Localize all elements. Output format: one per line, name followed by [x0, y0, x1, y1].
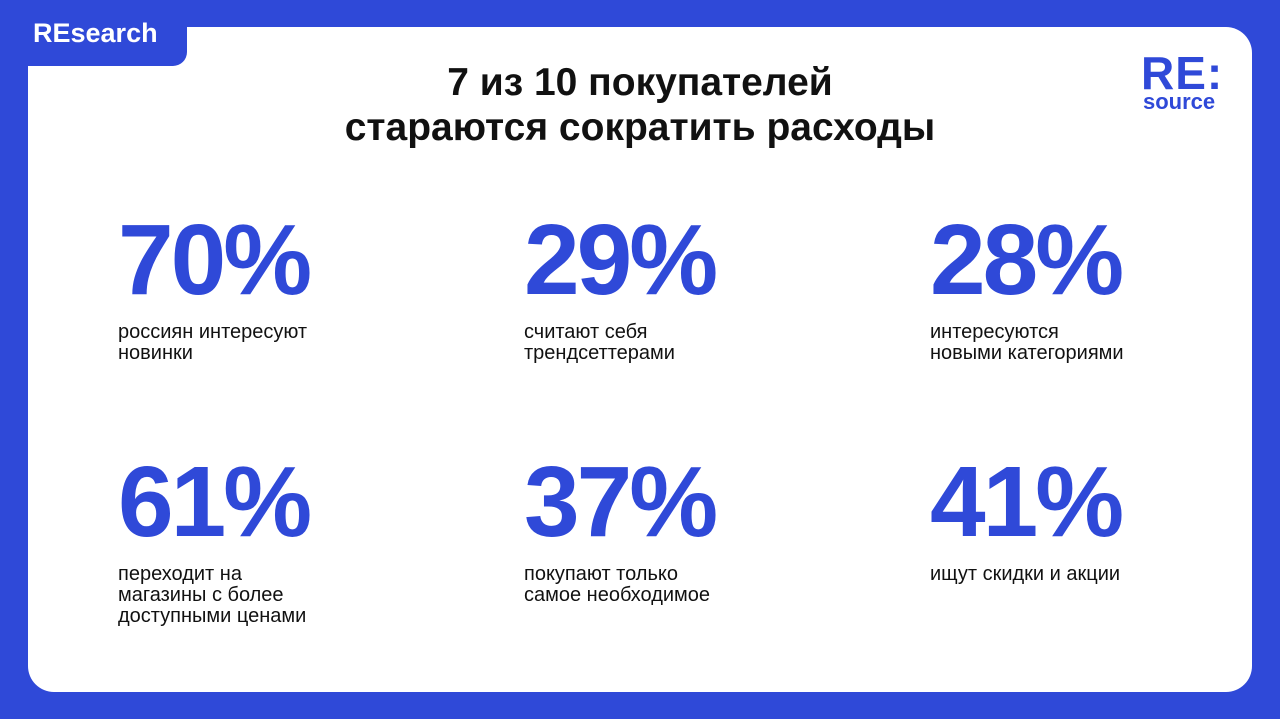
stat-label-line: доступными ценами — [118, 605, 307, 627]
stat: 70% россиян интересуют новинки — [118, 210, 498, 364]
stat-label: ищут скидки и акции — [930, 564, 1280, 585]
stat-value: 37% — [524, 446, 718, 558]
stat-label: интересуются новыми категориями — [930, 322, 1280, 364]
stat-label-line: новинки — [118, 342, 193, 364]
stat: 41% ищут скидки и акции — [930, 452, 1280, 585]
stat: 29% считают себя трендсеттерами — [524, 210, 904, 364]
stat: 37% покупают только самое необходимое — [524, 452, 904, 606]
stat-label: переходит на магазины с более доступными ц… — [118, 564, 498, 627]
stat-label-line: интересуются — [930, 321, 1059, 343]
stat-value: 29% — [524, 204, 718, 316]
stat-label-line: считают себя — [524, 321, 648, 343]
stat-label-line: россиян интересуют — [118, 321, 308, 343]
stat-value: 70% — [118, 204, 312, 316]
stat-label: считают себя трендсеттерами — [524, 322, 904, 364]
stat-label-line: ищут скидки и акции — [930, 563, 1121, 585]
title-line: 7 из 10 покупателей — [447, 61, 833, 104]
tag: REsearch — [0, 0, 187, 66]
title: 7 из 10 покупателей стараются сократить … — [0, 60, 1280, 150]
stat-label-line: новыми категориями — [930, 342, 1124, 364]
stat-value: 41% — [930, 446, 1124, 558]
stat-label: россиян интересуют новинки — [118, 322, 498, 364]
stat-label-line: покупают только — [524, 563, 678, 585]
title-line: стараются сократить расходы — [344, 106, 936, 149]
stat-label-line: самое необходимое — [524, 584, 711, 606]
stat-label-line: трендсеттерами — [524, 342, 675, 364]
logo-sub: source — [1143, 89, 1216, 114]
stat: 61% переходит на магазины с более доступным… — [118, 452, 498, 627]
stat-value: 28% — [930, 204, 1124, 316]
card — [28, 27, 1252, 692]
logo: RE: — [1141, 47, 1224, 99]
stat-label: покупают только самое необходимое — [524, 564, 904, 606]
stat-label-line: переходит на — [118, 563, 242, 585]
stat-label-line: магазины с более — [118, 584, 284, 606]
stat-value: 61% — [118, 446, 312, 558]
stat: 28% интересуются новыми категориями — [930, 210, 1280, 364]
